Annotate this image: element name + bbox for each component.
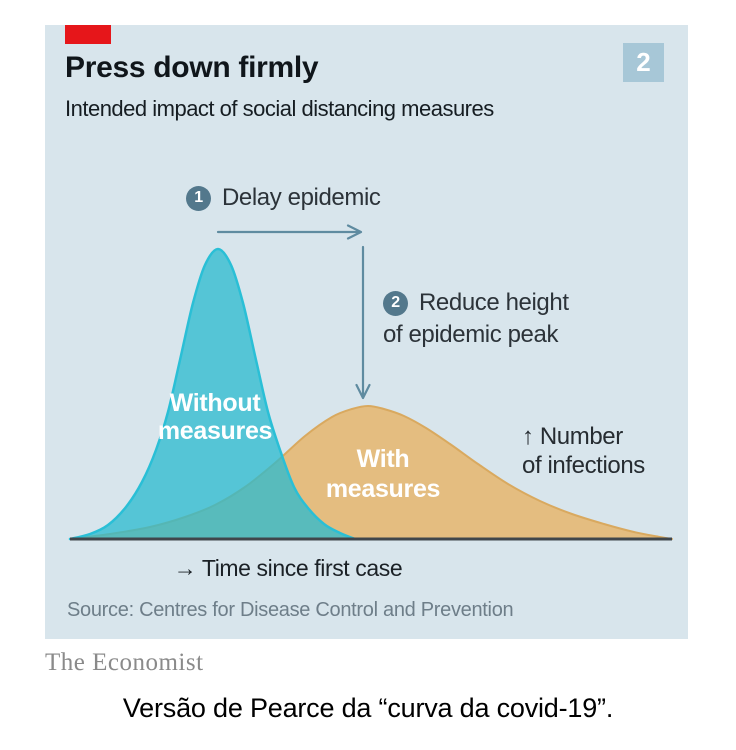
chart-title: Press down firmly [65,51,319,84]
chart-subtitle: Intended impact of social distancing mea… [65,96,494,121]
annotation-reduce-label-line1: Reduce height [419,289,569,316]
source-credit: Source: Centres for Disease Control and … [67,599,514,621]
reduce-peak-arrow [355,245,371,400]
epidemic-curves-chart [68,224,673,541]
figure-caption: Versão de Pearce da “curva da covid-19”. [122,693,614,723]
step-2-circle-icon: 2 [383,290,408,316]
economist-red-tab [65,25,111,44]
with-measures-label: With measures [325,445,441,503]
chart-panel: Press down firmly Intended impact of soc… [45,25,688,639]
y-axis-up-arrow-icon: ↑ Number [522,423,623,450]
curve-without-measures [68,247,357,541]
figure-number-badge: 2 [623,43,664,82]
annotation-reduce-peak: 2 Reduce height of epidemic peak [383,288,643,350]
annotation-delay-label: Delay epidemic [222,184,381,211]
delay-epidemic-arrow [216,224,363,240]
y-axis-label: ↑ Number of infections [522,422,702,480]
step-1-circle-icon: 1 [186,185,211,211]
without-measures-label: Without measures [157,389,273,445]
annotation-reduce-label-line2: of epidemic peak [383,321,559,348]
economist-logotype: The Economist [45,649,204,676]
annotation-delay-epidemic: 1 Delay epidemic [186,184,381,212]
x-axis-label: → Time since first case [173,555,403,581]
